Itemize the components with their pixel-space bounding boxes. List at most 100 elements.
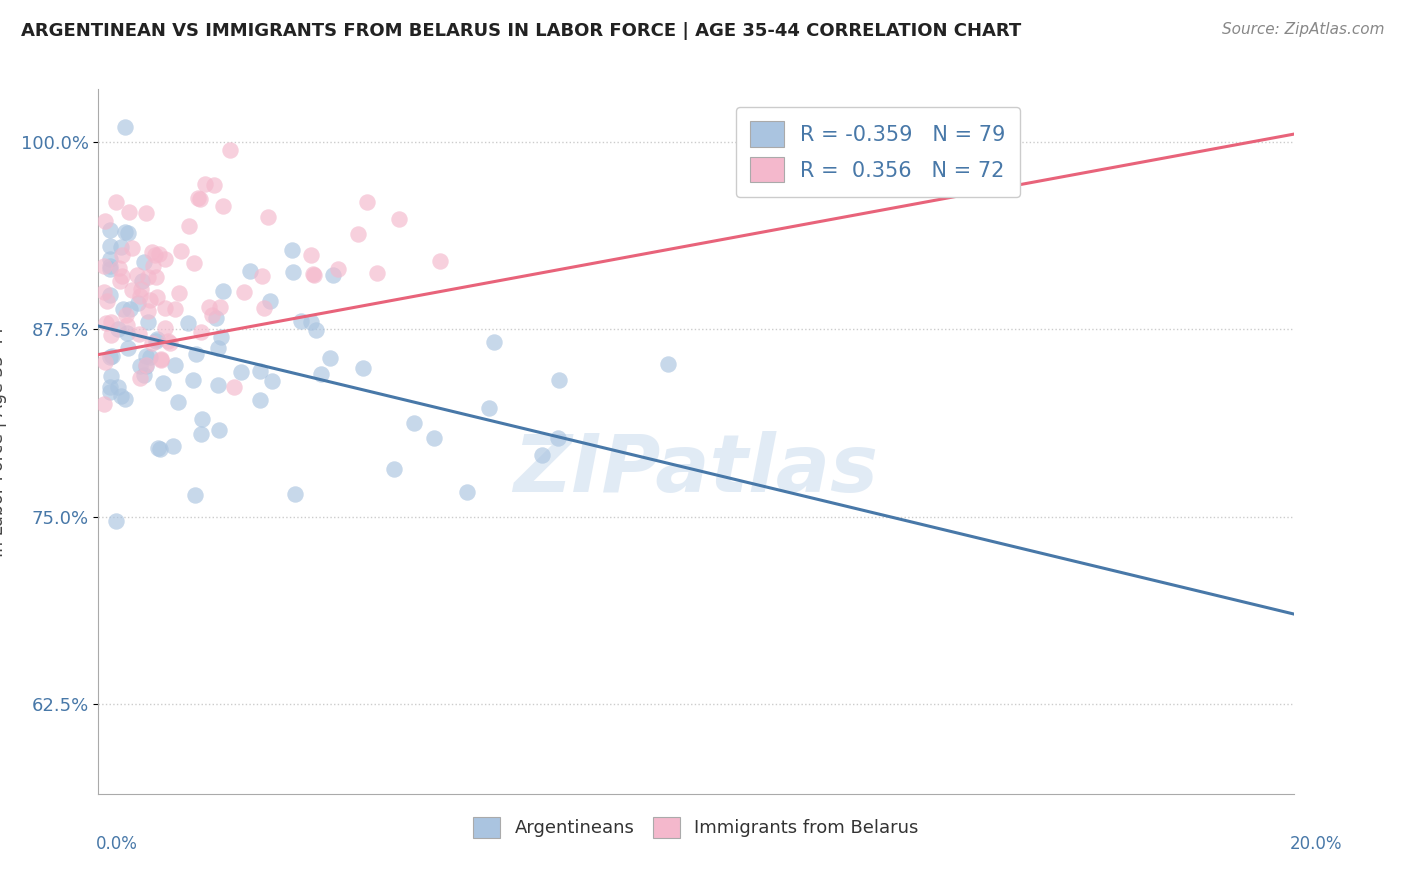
Point [131,274,153,288]
Point [135,206,157,220]
Point [127,268,149,282]
Point [139,350,162,364]
Point [302,268,325,282]
Point [184,488,207,502]
Point [319,351,342,365]
Point [548,373,571,387]
Point [108,274,131,288]
Point [188,192,211,206]
Point [131,282,153,296]
Point [118,302,141,317]
Text: Source: ZipAtlas.com: Source: ZipAtlas.com [1222,22,1385,37]
Point [429,254,451,268]
Point [111,247,134,261]
Point [142,259,165,273]
Point [304,323,326,337]
Point [402,416,425,430]
Point [98,252,122,266]
Point [136,303,159,318]
Point [281,243,304,257]
Point [98,385,122,400]
Point [115,309,138,323]
Point [100,369,122,384]
Point [145,269,167,284]
Point [530,448,553,462]
Point [201,308,224,322]
Point [218,143,240,157]
Text: ARGENTINEAN VS IMMIGRANTS FROM BELARUS IN LABOR FORCE | AGE 35-44 CORRELATION CH: ARGENTINEAN VS IMMIGRANTS FROM BELARUS I… [21,22,1021,40]
Point [98,379,122,393]
Point [149,352,172,367]
Point [107,322,129,336]
Point [149,352,172,367]
Point [93,285,115,299]
Point [249,393,271,408]
Point [136,270,159,285]
Point [190,426,212,441]
Point [252,301,274,315]
Point [163,301,186,316]
Point [167,395,190,409]
Point [98,259,122,273]
Point [121,241,143,255]
Point [209,330,232,344]
Point [115,326,138,340]
Point [284,487,307,501]
Point [322,268,344,282]
Point [101,349,124,363]
Point [547,431,569,445]
Point [281,265,304,279]
Point [100,327,122,342]
Point [186,347,208,361]
Point [356,195,378,210]
Point [153,252,176,266]
Point [290,314,312,328]
Point [177,219,200,234]
Point [110,389,132,403]
Point [98,351,122,365]
Point [100,315,122,329]
Text: ZIPatlas: ZIPatlas [513,431,879,508]
Point [302,268,325,283]
Point [366,266,388,280]
Point [153,321,176,335]
Point [132,255,155,269]
Point [153,301,176,315]
Point [136,315,159,329]
Point [186,191,208,205]
Point [183,256,205,270]
Point [301,315,323,329]
Point [146,333,169,347]
Point [129,289,152,303]
Point [93,213,115,227]
Point [117,226,139,240]
Point [118,205,141,219]
Point [207,377,229,392]
Point [211,199,233,213]
Point [132,368,155,383]
Point [98,223,122,237]
Point [198,300,221,314]
Point [211,284,233,298]
Point [299,248,322,262]
Point [111,268,134,283]
Point [128,327,150,342]
Point [105,195,128,210]
Point [93,259,115,273]
Point [148,246,170,260]
Point [259,293,281,308]
Y-axis label: In Labor Force | Age 35-44: In Labor Force | Age 35-44 [0,326,7,557]
Point [260,374,283,388]
Point [149,442,172,457]
Point [347,227,370,241]
Point [190,326,212,340]
Point [183,373,205,387]
Point [94,316,117,330]
Point [152,376,174,390]
Point [352,361,374,376]
Point [202,178,225,193]
Point [456,485,478,500]
Point [159,335,181,350]
Point [114,225,136,239]
Point [104,514,127,528]
